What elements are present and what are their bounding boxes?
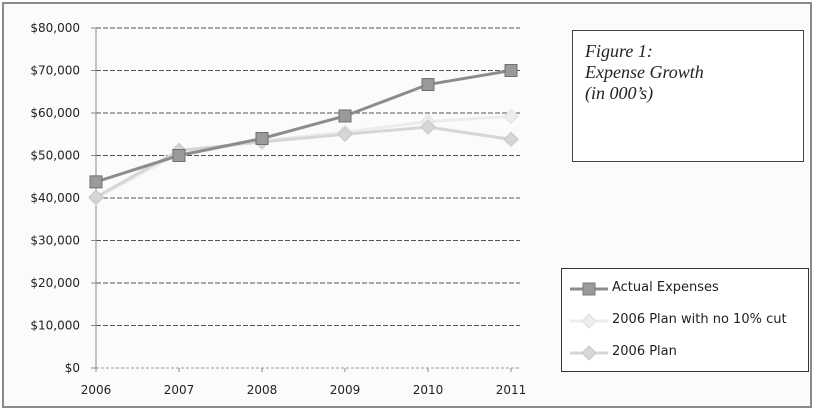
series-2-line bbox=[95, 125, 512, 199]
chart-legend: Actual Expenses 2006 Plan with no 10% cu… bbox=[561, 268, 809, 372]
legend-swatch-plan-no-cut bbox=[570, 313, 608, 329]
x-tick-label-5: 2011 bbox=[496, 383, 527, 397]
x-tick-label-2: 2008 bbox=[247, 383, 278, 397]
legend-item-actual-expenses: Actual Expenses bbox=[568, 277, 808, 301]
x-tick-label-4: 2010 bbox=[413, 383, 444, 397]
series-0-point-0 bbox=[89, 175, 103, 189]
caption-line-1: Figure 1: bbox=[585, 41, 653, 61]
figure-caption: Figure 1: Expense Growth (in 000’s) bbox=[572, 30, 804, 162]
series-2-point-5 bbox=[503, 131, 519, 148]
legend-label-2006-plan: 2006 Plan bbox=[612, 344, 677, 359]
series-2-point-0 bbox=[88, 189, 104, 205]
series-0-point-1 bbox=[172, 149, 186, 162]
legend-swatch-actual-expenses bbox=[570, 282, 608, 296]
y-tick-label-2: $20,000 bbox=[30, 276, 80, 290]
x-tick-label-3: 2009 bbox=[330, 383, 361, 397]
legend-label-actual-expenses: Actual Expenses bbox=[612, 280, 719, 295]
y-tick-label-0: $0 bbox=[65, 361, 80, 375]
legend-item-2006-plan: 2006 Plan bbox=[568, 341, 808, 365]
legend-swatch-2006-plan bbox=[570, 345, 608, 361]
x-tick-label-1: 2007 bbox=[164, 383, 195, 397]
series-2-point-4 bbox=[420, 119, 436, 135]
caption-line-2: Expense Growth bbox=[585, 62, 704, 82]
y-tick-label-1: $10,000 bbox=[30, 319, 80, 333]
y-tick-label-3: $30,000 bbox=[30, 234, 80, 248]
caption-line-3: (in 000’s) bbox=[585, 83, 654, 103]
x-tick-label-0: 2006 bbox=[81, 383, 112, 397]
series-0-point-2 bbox=[255, 132, 269, 145]
y-tick-label-5: $50,000 bbox=[30, 149, 80, 163]
legend-label-plan-no-cut: 2006 Plan with no 10% cut bbox=[612, 312, 787, 327]
y-tick-label-8: $80,000 bbox=[30, 21, 80, 35]
y-tick-label-4: $40,000 bbox=[30, 191, 80, 205]
series-0-point-4 bbox=[421, 78, 435, 92]
series-2-point-3 bbox=[337, 126, 353, 142]
series-0-line bbox=[95, 69, 512, 184]
series-0-point-5 bbox=[504, 64, 518, 77]
y-tick-label-7: $70,000 bbox=[30, 64, 80, 78]
series-0-point-3 bbox=[338, 109, 352, 123]
series-1-point-5 bbox=[503, 108, 519, 125]
legend-item-plan-no-cut: 2006 Plan with no 10% cut bbox=[568, 309, 808, 333]
y-tick-label-6: $60,000 bbox=[30, 106, 80, 120]
